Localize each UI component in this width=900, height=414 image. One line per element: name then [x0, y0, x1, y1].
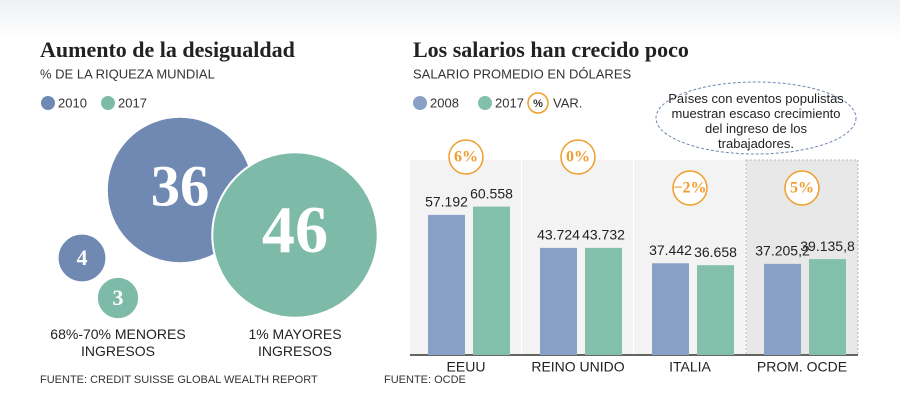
- legend-swatch: [527, 92, 549, 114]
- legend-label: 2010: [58, 95, 87, 110]
- legend-label: 2008: [430, 95, 459, 110]
- bubble-label: 4: [77, 245, 88, 270]
- chart-title: Aumento de la desigualdad: [40, 37, 295, 62]
- legend-label: 2017: [118, 95, 147, 110]
- variation-label: 6%: [454, 149, 478, 166]
- category-label: 68%-70% MENORES INGRESOS: [50, 326, 186, 359]
- bubble: [56, 232, 108, 284]
- legend-label: 2017: [495, 95, 524, 110]
- value-label: 43.732: [582, 227, 625, 243]
- bar: [428, 214, 465, 355]
- bar: [540, 247, 577, 355]
- subtitle: SALARIO PROMEDIO EN DÓLARES: [413, 66, 631, 81]
- value-label: 39.135,8: [800, 238, 855, 254]
- variation-label: 0%: [566, 149, 590, 166]
- annotation-bubble: [655, 81, 857, 155]
- bar: [473, 206, 510, 355]
- variation-marker: [784, 170, 820, 206]
- value-label: 37.442: [649, 242, 692, 258]
- bubble-label: 3: [113, 285, 124, 310]
- variation-marker: [560, 139, 596, 175]
- legend-swatch: [101, 96, 115, 110]
- legend-swatch: [413, 96, 427, 110]
- bar: [585, 247, 622, 355]
- bubble: [211, 151, 379, 319]
- variation-marker: [448, 139, 484, 175]
- bar: [764, 263, 801, 355]
- x-tick-label: EEUU: [447, 359, 486, 375]
- x-tick-label: REINO UNIDO: [531, 359, 624, 375]
- source: FUENTE: OCDE: [384, 374, 466, 386]
- legend-label: VAR.: [553, 95, 582, 110]
- value-label: 43.724: [537, 227, 580, 243]
- x-tick-label: PROM. OCDE: [757, 359, 847, 375]
- bubble: [95, 275, 141, 321]
- x-tick-label: ITALIA: [669, 359, 711, 375]
- value-label: 37.205,2: [755, 243, 810, 259]
- legend-swatch: [478, 96, 492, 110]
- bar: [809, 259, 846, 355]
- subtitle: % DE LA RIQUEZA MUNDIAL: [40, 66, 215, 81]
- legend-swatch: [41, 96, 55, 110]
- bubble-label: 46: [262, 194, 328, 267]
- bar: [652, 263, 689, 355]
- legend-symbol: %: [533, 98, 543, 110]
- bubble-label: 36: [151, 153, 210, 218]
- bar: [697, 265, 734, 355]
- value-label: 60.558: [470, 185, 513, 201]
- category-label: 1% MAYORES INGRESOS: [248, 326, 342, 359]
- chart-title: Los salarios han crecido poco: [413, 37, 689, 62]
- value-label: 57.192: [425, 194, 468, 210]
- source: FUENTE: CREDIT SUISSE GLOBAL WEALTH REPO…: [40, 374, 318, 386]
- variation-label: −2%: [673, 180, 706, 197]
- variation-marker: [672, 170, 708, 206]
- value-label: 36.658: [694, 244, 737, 260]
- annotation: Países con eventos populistas muestran e…: [668, 91, 844, 151]
- variation-label: 5%: [790, 180, 814, 197]
